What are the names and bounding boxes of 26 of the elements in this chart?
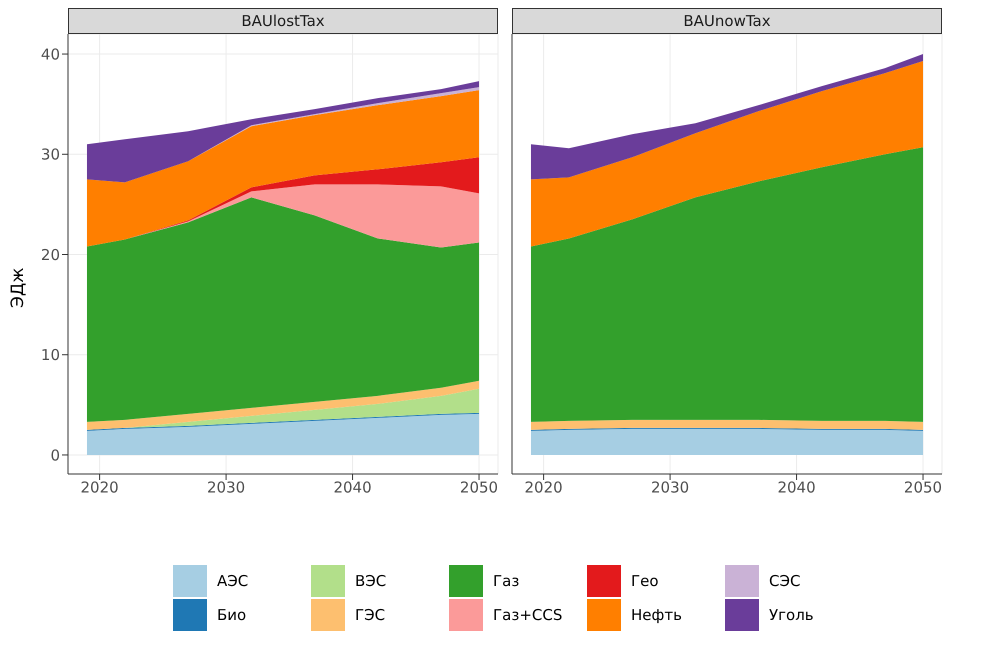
y-tick-label: 10 [40, 346, 60, 364]
x-tick-label: 2040 [333, 478, 372, 497]
legend-label: СЭС [769, 572, 802, 590]
legend-label: ГЭС [355, 606, 386, 624]
legend-label: Уголь [769, 606, 815, 624]
legend-label: ВЭС [355, 572, 388, 590]
y-axis-title: ЭДж [8, 268, 28, 308]
chart-title: BAUlostTax [68, 8, 498, 34]
x-tick-label: 2030 [206, 478, 246, 497]
y-tick-label: 0 [50, 446, 60, 464]
x-tick-label: 2040 [777, 478, 816, 497]
legend-label: Био [217, 606, 248, 624]
x-tick-label: 2020 [524, 478, 563, 497]
legend-label: Газ+CCS [493, 606, 564, 624]
y-tick-label: 40 [40, 45, 60, 64]
x-tick-label: 2050 [460, 478, 498, 497]
x-tick-label: 2020 [80, 478, 119, 497]
chart-title: BAUnowTax [512, 8, 942, 34]
legend-label: Гео [631, 572, 660, 590]
x-tick-label: 2030 [650, 478, 690, 497]
legend-label: Газ [493, 572, 520, 590]
x-tick-label: 2050 [904, 478, 942, 497]
y-tick-label: 30 [40, 146, 60, 164]
legend-label: АЭС [217, 572, 250, 590]
legend-label: Нефть [631, 606, 683, 624]
y-tick-label: 20 [40, 246, 60, 264]
